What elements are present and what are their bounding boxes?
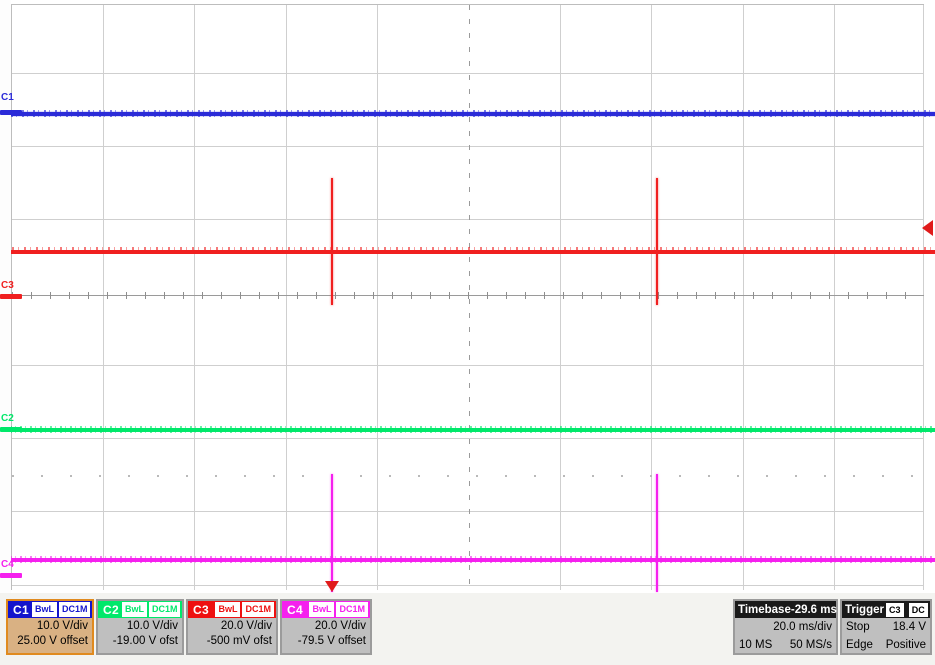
- grid-hline: [12, 365, 924, 366]
- waveform-spike-c3-2: [656, 178, 658, 305]
- c4-ground-marker[interactable]: [0, 573, 22, 578]
- c2-ground-marker[interactable]: [0, 427, 22, 432]
- c4-name-label: C4: [287, 602, 303, 617]
- c2-descriptor-header: C2 BwL DC1M: [98, 601, 182, 618]
- timebase-row-scale: 20.0 ms/div: [735, 618, 836, 636]
- c3-ground-marker[interactable]: [0, 294, 22, 299]
- c1-volts-per-div[interactable]: 10.0 V/div: [36, 620, 88, 632]
- trigger-source-chip[interactable]: C3: [885, 602, 904, 617]
- c2-values: 10.0 V/div -19.00 V ofst: [98, 618, 182, 649]
- waveform-display[interactable]: C1 C3 C2 C4: [0, 0, 935, 593]
- channel-descriptor-c3[interactable]: C3 BwL DC1M 20.0 V/div -500 mV ofst: [186, 599, 278, 655]
- c4-volts-per-div[interactable]: 20.0 V/div: [314, 620, 366, 632]
- trigger-slope[interactable]: Positive: [885, 639, 926, 651]
- timebase-delay[interactable]: -29.6 ms: [790, 603, 837, 616]
- c3-volts-per-div[interactable]: 20.0 V/div: [220, 620, 272, 632]
- waveform-spike-c3-1: [331, 178, 333, 305]
- c4-bandwidth-limit-flag[interactable]: BwL: [309, 602, 335, 617]
- timebase-title: Timebase: [738, 603, 791, 616]
- timebase-memory[interactable]: 10 MS: [739, 639, 773, 651]
- c1-offset[interactable]: 25.00 V offset: [17, 635, 88, 647]
- timebase-row-memory: 10 MS 50 MS/s: [735, 636, 836, 654]
- channel-descriptor-c2[interactable]: C2 BwL DC1M 10.0 V/div -19.00 V ofst: [96, 599, 184, 655]
- c4-descriptor-header: C4 BwL DC1M: [282, 601, 370, 618]
- c2-flags: BwL DC1M: [121, 602, 181, 617]
- c3-offset[interactable]: -500 mV ofst: [206, 635, 272, 647]
- c2-bandwidth-limit-flag[interactable]: BwL: [121, 602, 147, 617]
- c3-marker-label[interactable]: C3: [1, 280, 14, 291]
- grid-hline: [12, 73, 924, 74]
- trigger-row-state: Stop 18.4 V: [842, 618, 930, 636]
- grid-hline: [12, 146, 924, 147]
- waveform-spike-c4-2: [656, 474, 658, 592]
- c3-bandwidth-limit-flag[interactable]: BwL: [215, 602, 241, 617]
- trigger-header: Trigger C3 DC: [842, 601, 930, 618]
- c1-values: 10.0 V/div 25.00 V offset: [8, 618, 92, 649]
- c3-flags: BwL DC1M: [215, 602, 274, 617]
- c4-marker-label[interactable]: C4: [1, 559, 14, 570]
- timebase-time-per-div[interactable]: 20.0 ms/div: [773, 621, 832, 633]
- graticule-grid: [11, 4, 924, 590]
- c1-descriptor-header: C1 BwL DC1M: [8, 601, 92, 618]
- c1-marker-label[interactable]: C1: [1, 92, 14, 103]
- c1-flags: BwL DC1M: [31, 602, 91, 617]
- timebase-header: Timebase -29.6 ms: [735, 601, 837, 618]
- grid-horizontal-axis-ticks: [12, 292, 924, 299]
- c3-name-label: C3: [193, 602, 209, 617]
- c3-values: 20.0 V/div -500 mV ofst: [188, 618, 276, 649]
- trigger-title: Trigger: [845, 603, 884, 616]
- status-bar: C1 BwL DC1M 10.0 V/div 25.00 V offset C2…: [0, 593, 935, 665]
- grid-hline: [12, 438, 924, 439]
- trigger-state[interactable]: Stop: [846, 621, 870, 633]
- c3-coupling-flag[interactable]: DC1M: [242, 602, 274, 617]
- trigger-mode[interactable]: Edge: [846, 639, 873, 651]
- trigger-position-marker-icon[interactable]: [325, 581, 339, 592]
- c4-coupling-flag[interactable]: DC1M: [336, 602, 368, 617]
- trigger-descriptor[interactable]: Trigger C3 DC Stop 18.4 V Edge Positive: [840, 599, 932, 655]
- c1-coupling-flag[interactable]: DC1M: [58, 602, 91, 617]
- c1-name-label: C1: [13, 602, 29, 617]
- channel-descriptor-c4[interactable]: C4 BwL DC1M 20.0 V/div -79.5 V offset: [280, 599, 372, 655]
- trigger-chips: C3 DC: [884, 602, 928, 617]
- c4-flags: BwL DC1M: [309, 602, 368, 617]
- c2-coupling-flag[interactable]: DC1M: [148, 602, 181, 617]
- c4-offset[interactable]: -79.5 V offset: [297, 635, 366, 647]
- grid-hline: [12, 219, 924, 220]
- waveform-spike-c4-1: [331, 474, 333, 592]
- trigger-coupling-chip[interactable]: DC: [908, 602, 928, 617]
- grid-hline: [12, 511, 924, 512]
- trigger-row-mode: Edge Positive: [842, 636, 930, 654]
- trigger-level-marker-icon[interactable]: [922, 220, 933, 236]
- grid-hline: [12, 585, 924, 586]
- channel-descriptor-c1[interactable]: C1 BwL DC1M 10.0 V/div 25.00 V offset: [6, 599, 94, 655]
- c1-bandwidth-limit-flag[interactable]: BwL: [31, 602, 57, 617]
- c2-volts-per-div[interactable]: 10.0 V/div: [126, 620, 178, 632]
- timebase-sample-rate[interactable]: 50 MS/s: [789, 639, 832, 651]
- c1-ground-marker[interactable]: [0, 110, 22, 115]
- timebase-descriptor[interactable]: Timebase -29.6 ms 20.0 ms/div 10 MS 50 M…: [733, 599, 838, 655]
- grid-lower-axis-dots: [12, 475, 924, 477]
- c2-name-label: C2: [103, 602, 119, 617]
- c2-offset[interactable]: -19.00 V ofst: [112, 635, 178, 647]
- trigger-level[interactable]: 18.4 V: [892, 621, 926, 633]
- c2-marker-label[interactable]: C2: [1, 413, 14, 424]
- c4-values: 20.0 V/div -79.5 V offset: [282, 618, 370, 649]
- c3-descriptor-header: C3 BwL DC1M: [188, 601, 276, 618]
